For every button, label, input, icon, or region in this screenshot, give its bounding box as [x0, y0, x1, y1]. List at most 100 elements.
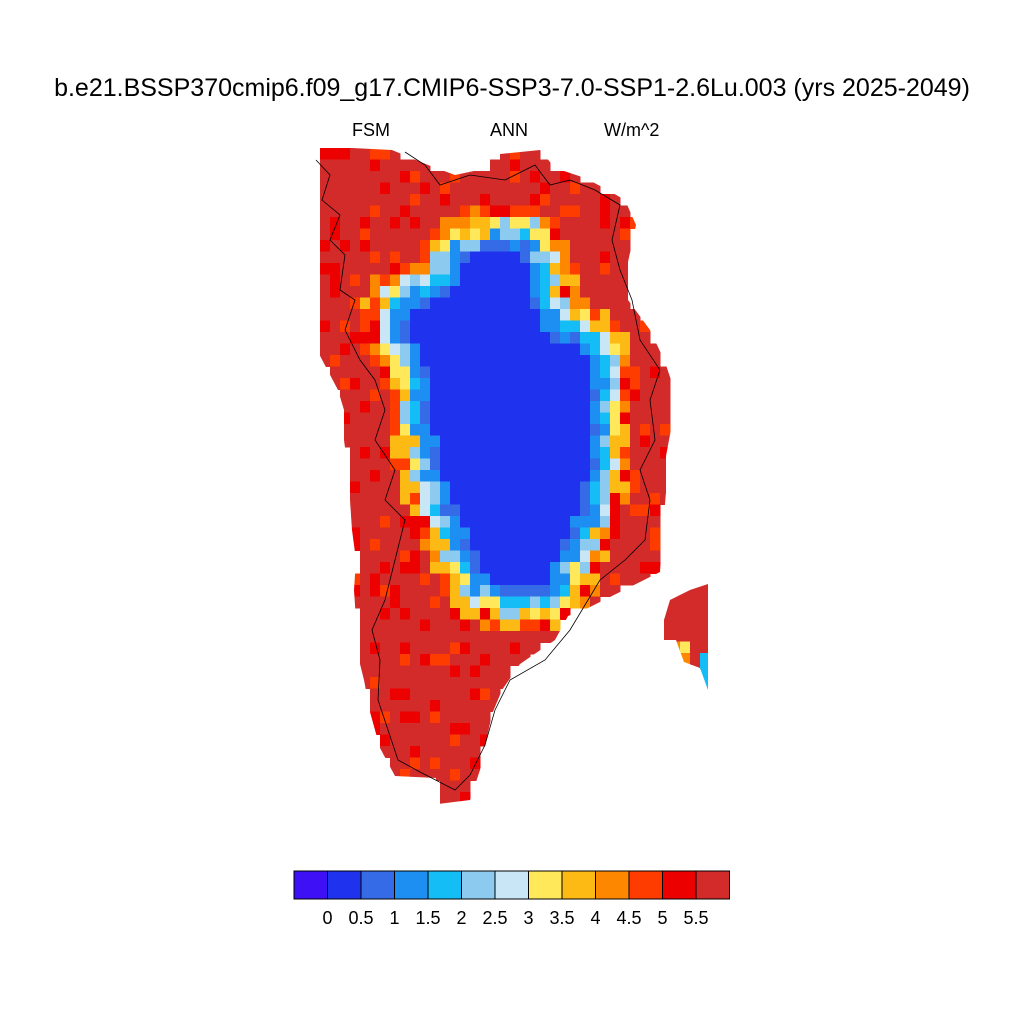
map-cell	[320, 159, 331, 172]
map-cell	[530, 562, 541, 574]
map-cell	[600, 585, 611, 597]
map-cell	[460, 596, 471, 609]
map-cell	[530, 573, 541, 586]
map-cell	[480, 734, 491, 747]
map-cell	[390, 711, 401, 724]
map-cell	[640, 320, 651, 333]
map-cell	[480, 700, 491, 712]
map-cell	[340, 205, 351, 218]
map-cell	[470, 757, 481, 770]
map-cell	[490, 562, 501, 574]
map-cell	[370, 562, 381, 574]
map-cell	[610, 412, 621, 425]
map-cell	[510, 274, 521, 287]
map-cell	[440, 654, 451, 666]
map-cell	[480, 309, 491, 321]
map-cell	[400, 700, 411, 712]
map-cell	[610, 378, 621, 390]
map-cell	[620, 366, 631, 379]
map-cell	[450, 562, 461, 574]
map-cell	[460, 608, 471, 620]
map-cell	[540, 573, 551, 586]
map-cell	[620, 274, 631, 287]
map-cell	[430, 332, 441, 344]
map-cell	[340, 171, 351, 183]
map-cell	[450, 619, 461, 632]
map-cell	[340, 343, 351, 356]
map-cell	[380, 355, 391, 367]
colorbar-swatch	[561, 870, 596, 900]
map-cell	[430, 688, 441, 701]
map-cell	[470, 516, 481, 528]
map-cell	[410, 711, 421, 724]
map-cell	[440, 274, 451, 287]
map-cell	[420, 585, 431, 597]
map-cell	[490, 228, 501, 241]
map-cell	[350, 401, 361, 413]
map-cell	[430, 596, 441, 609]
map-cell	[450, 757, 461, 770]
map-cell	[430, 700, 441, 712]
map-cell	[380, 481, 391, 494]
map-cell	[590, 550, 601, 563]
map-cell	[510, 573, 521, 586]
map-cell	[350, 481, 361, 494]
map-cell	[430, 619, 441, 632]
map-cell	[420, 700, 431, 712]
map-cell	[600, 343, 611, 356]
map-cell	[580, 182, 591, 195]
data-cells	[320, 148, 671, 804]
map-cell	[330, 286, 341, 298]
map-cell	[360, 332, 371, 344]
map-cell	[440, 619, 451, 632]
map-cell	[490, 608, 501, 620]
map-cell	[320, 309, 331, 321]
map-cell	[520, 631, 531, 643]
map-cell	[610, 447, 621, 459]
map-cell	[410, 493, 421, 505]
map-cell	[500, 527, 511, 540]
map-cell	[370, 470, 381, 482]
map-cell	[550, 401, 561, 413]
map-cell	[660, 412, 671, 425]
map-cell	[370, 631, 381, 643]
map-cell	[510, 458, 521, 471]
map-cell	[390, 171, 401, 183]
map-cell	[450, 585, 461, 597]
map-cell	[580, 596, 591, 609]
map-cell	[390, 562, 401, 574]
map-cell	[450, 435, 461, 448]
map-cell	[400, 458, 411, 471]
map-cell	[570, 251, 581, 264]
map-cell	[470, 297, 481, 310]
map-cell	[500, 389, 511, 402]
map-cell	[410, 723, 421, 735]
map-cell	[370, 171, 381, 183]
map-cell	[380, 723, 391, 735]
colorbar-tick-label: 5	[657, 908, 667, 928]
map-cell	[570, 424, 581, 436]
colorbar-swatch	[293, 870, 328, 900]
map-cell	[500, 240, 511, 252]
map-cell	[500, 263, 511, 275]
map-cell	[410, 562, 421, 574]
map-cell	[320, 217, 331, 229]
map-cell	[520, 458, 531, 471]
map-cell	[380, 171, 391, 183]
map-cell	[400, 723, 411, 735]
map-cell	[440, 723, 451, 735]
map-cell	[360, 182, 371, 195]
map-cell	[440, 228, 451, 241]
map-cell	[460, 424, 471, 436]
map-cell	[440, 297, 451, 310]
map-cell	[580, 320, 591, 333]
map-cell	[520, 205, 531, 218]
map-cell	[520, 389, 531, 402]
map-cell	[440, 378, 451, 390]
map-cell	[500, 217, 511, 229]
map-cell	[440, 539, 451, 551]
map-cell	[510, 550, 521, 563]
map-cell	[500, 596, 511, 609]
map-cell	[420, 217, 431, 229]
map-cell	[560, 274, 571, 287]
